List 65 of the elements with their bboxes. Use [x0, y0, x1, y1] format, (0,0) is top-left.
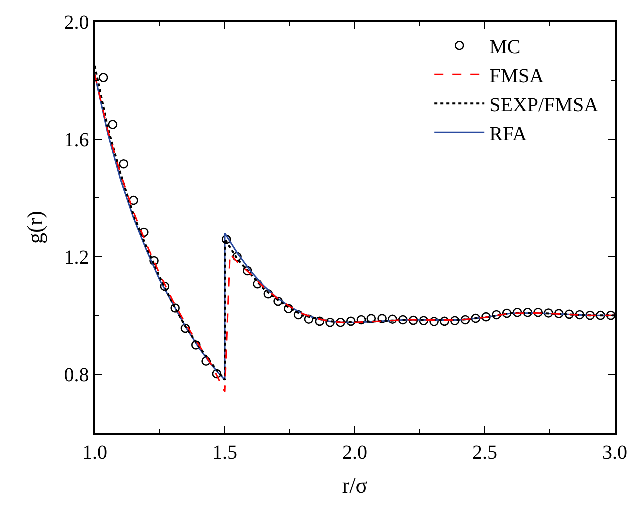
point — [98, 73, 108, 82]
x-tick-label: 3.0 — [602, 442, 628, 464]
point — [222, 234, 232, 244]
point — [274, 296, 283, 306]
y-tick-label: 1.6 — [64, 129, 90, 152]
point — [523, 308, 533, 318]
point — [191, 340, 201, 350]
point — [575, 310, 585, 320]
point — [242, 266, 252, 276]
point — [294, 310, 304, 320]
point — [596, 310, 606, 320]
legend-label: FMSA — [490, 65, 545, 88]
point — [460, 315, 470, 325]
point — [366, 314, 376, 324]
x-tick-label: 2.0 — [342, 442, 368, 464]
point — [554, 309, 564, 318]
point — [564, 310, 574, 320]
point — [471, 314, 481, 324]
point — [346, 316, 356, 326]
point — [440, 316, 450, 326]
point — [160, 282, 170, 292]
point — [408, 316, 418, 326]
y-tick-label: 1.2 — [64, 246, 90, 269]
point — [398, 315, 408, 325]
point — [586, 310, 595, 320]
x-tick-label: 1.5 — [212, 442, 238, 464]
point — [430, 317, 439, 326]
point — [492, 310, 502, 320]
point — [356, 315, 366, 325]
legend-label: SEXP/FMSA — [490, 94, 600, 116]
point — [150, 256, 159, 266]
point — [502, 308, 512, 318]
point — [378, 314, 387, 324]
point — [419, 316, 429, 326]
point — [606, 310, 615, 320]
point — [129, 196, 138, 206]
point — [284, 304, 294, 314]
x-tick-label: 2.5 — [472, 442, 498, 464]
x-tick-label: 1.0 — [82, 442, 108, 464]
point — [202, 356, 211, 366]
point — [450, 316, 460, 326]
point — [232, 252, 242, 262]
x-axis-title: r/σ — [342, 473, 368, 498]
point — [139, 228, 149, 238]
point — [512, 308, 522, 318]
point — [212, 369, 222, 379]
legend-label: RFA — [490, 123, 528, 146]
point — [544, 308, 554, 318]
point — [170, 304, 180, 313]
point — [482, 312, 491, 322]
legend-label: MC — [490, 36, 521, 58]
point — [108, 120, 118, 130]
y-tick-label: 2.0 — [64, 12, 90, 34]
y-tick-label: 0.8 — [64, 364, 90, 386]
point — [119, 159, 129, 169]
point — [253, 280, 262, 289]
point — [264, 289, 274, 299]
point — [326, 318, 335, 328]
point — [180, 324, 190, 334]
point — [336, 318, 346, 328]
point — [534, 308, 543, 318]
y-axis-title: g(r) — [22, 211, 48, 244]
point — [315, 316, 325, 326]
point — [388, 314, 398, 324]
point — [304, 314, 314, 324]
